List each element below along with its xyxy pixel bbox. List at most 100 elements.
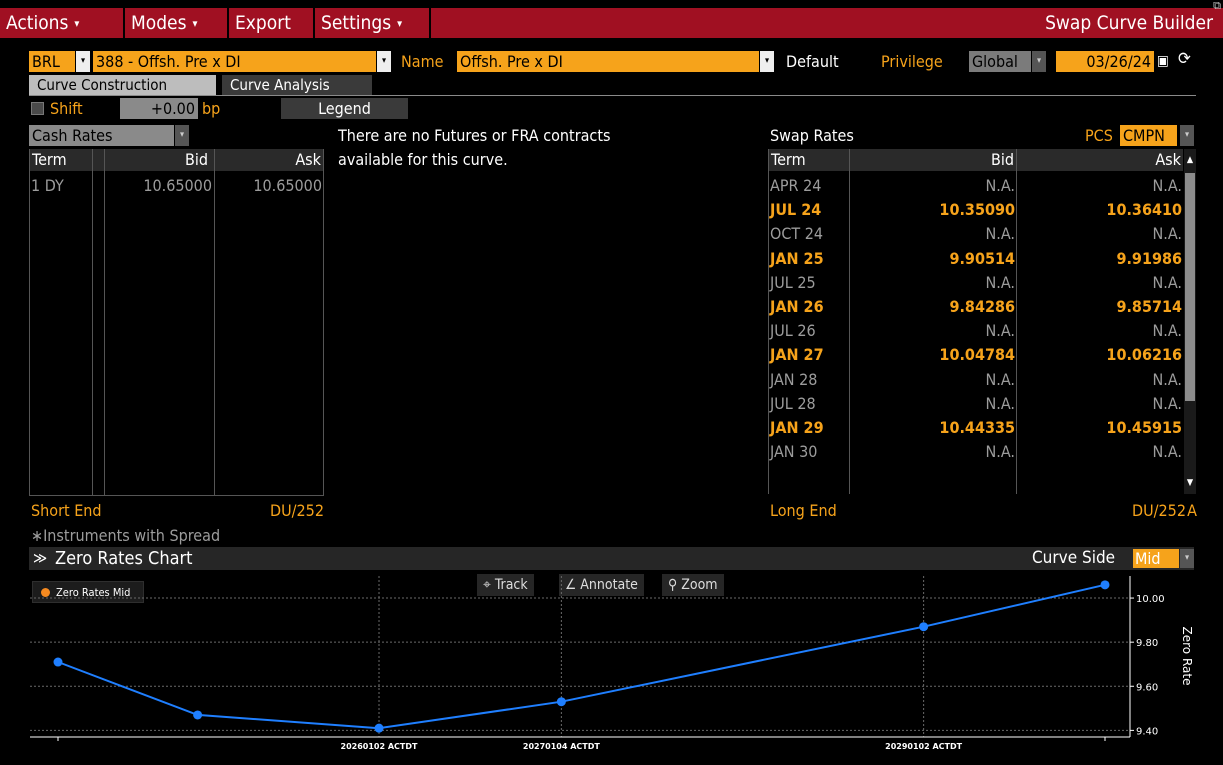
name-field[interactable]: Offsh. Pre x DI — [457, 51, 759, 72]
export-menu-label: Export — [235, 12, 291, 34]
name-dropdown-icon[interactable]: ▾ — [760, 51, 774, 72]
futures-message-line1: There are no Futures or FRA contracts — [338, 125, 610, 146]
swap-term: JAN 26 — [770, 295, 824, 319]
swap-bid: N.A. — [986, 222, 1015, 246]
tab-curve-analysis[interactable]: Curve Analysis — [222, 75, 372, 95]
tab-curve-construction[interactable]: Curve Construction — [29, 75, 216, 95]
collapse-icon[interactable]: ≫ — [33, 547, 47, 570]
cash-col-ask[interactable]: Ask — [295, 149, 321, 171]
pcs-field[interactable]: CMPN — [1120, 125, 1177, 146]
cash-rates-dropdown-icon[interactable]: ▾ — [175, 125, 189, 146]
data-point[interactable] — [193, 710, 202, 719]
swap-bid: 9.84286 — [949, 295, 1015, 319]
data-point[interactable] — [375, 724, 384, 733]
swap-ask: N.A. — [1153, 392, 1182, 416]
cash-rates-selector[interactable]: Cash Rates — [29, 125, 174, 146]
legend-button[interactable]: Legend — [281, 98, 408, 119]
pcs-label: PCS — [1085, 125, 1113, 146]
settings-menu-label: Settings — [321, 12, 391, 34]
swap-bid: N.A. — [986, 174, 1015, 198]
swap-ask: N.A. — [1153, 319, 1182, 343]
swap-col-divider — [1016, 149, 1017, 494]
swap-bid: 9.90514 — [949, 247, 1015, 271]
x-tick-label: 20260102 ACTDT — [341, 742, 418, 751]
swap-term: JUL 26 — [770, 319, 816, 343]
settings-menu[interactable]: Settings ▾ — [315, 8, 429, 38]
curve-side-label: Curve Side — [1032, 547, 1115, 570]
privilege-dropdown-icon[interactable]: ▾ — [1032, 51, 1046, 72]
x-tick-label: 20290102 ACTDT — [885, 742, 962, 751]
swap-col-term[interactable]: Term — [771, 149, 806, 171]
cash-grid-header: Term Bid Ask — [29, 149, 324, 171]
swap-col-ask[interactable]: Ask — [1155, 149, 1181, 171]
tab-divider — [29, 95, 1196, 96]
swap-bid: N.A. — [986, 271, 1015, 295]
swap-term: JUL 28 — [770, 392, 816, 416]
data-point[interactable] — [54, 658, 63, 667]
chevron-down-icon: ▾ — [397, 17, 402, 30]
swap-col-bid[interactable]: Bid — [991, 149, 1014, 171]
chevron-down-icon: ▾ — [74, 17, 79, 30]
zero-rates-chart[interactable]: 9.40 9.60 9.80 10.00 Zero Rate 20260102 ACTDT… — [0, 570, 1223, 765]
cash-col-divider — [92, 149, 93, 496]
data-point[interactable] — [919, 622, 928, 631]
swap-bid: N.A. — [986, 440, 1015, 464]
curve-side-field[interactable]: Mid — [1133, 549, 1179, 568]
calendar-icon[interactable]: ▣ — [1157, 51, 1169, 72]
swap-ask: N.A. — [1153, 174, 1182, 198]
scroll-down-icon[interactable]: ▼ — [1184, 472, 1196, 494]
modes-menu[interactable]: Modes ▾ — [125, 8, 227, 38]
swap-ask: 9.85714 — [1116, 295, 1182, 319]
swap-term: JAN 30 — [770, 440, 817, 464]
shift-value-field[interactable]: +0.00 — [120, 98, 198, 119]
curve-id-dropdown-icon[interactable]: ▾ — [377, 51, 391, 72]
curve-id-field[interactable]: 388 - Offsh. Pre x DI — [93, 51, 376, 72]
title-bar: Swap Curve Builder ⧉ — [431, 8, 1223, 38]
popout-icon[interactable]: ⧉ — [1213, 0, 1221, 13]
cash-col-term[interactable]: Term — [32, 149, 67, 171]
currency-dropdown-icon[interactable]: ▾ — [76, 51, 90, 72]
scrollbar-thumb[interactable] — [1185, 173, 1195, 401]
short-end-daycount[interactable]: DU/252 — [270, 500, 324, 521]
modes-menu-label: Modes — [131, 12, 187, 34]
export-menu[interactable]: Export — [229, 8, 313, 38]
shift-checkbox[interactable] — [31, 102, 44, 115]
swap-bid: 10.35090 — [939, 198, 1015, 222]
series-line-zero-rates-mid[interactable] — [58, 585, 1105, 728]
cash-col-divider — [214, 149, 215, 496]
default-label: Default — [786, 51, 839, 72]
swap-ask: N.A. — [1153, 368, 1182, 392]
swap-rates-title: Swap Rates — [770, 125, 854, 146]
name-label: Name — [401, 51, 443, 72]
chart-header: ≫ Zero Rates Chart Curve Side Mid ▾ — [29, 547, 1194, 570]
cash-col-divider — [323, 149, 324, 496]
cash-bid: 10.65000 — [143, 174, 212, 198]
pcs-dropdown-icon[interactable]: ▾ — [1180, 125, 1194, 146]
swap-ask: 10.36410 — [1106, 198, 1182, 222]
data-point[interactable] — [1101, 580, 1110, 589]
swap-ask: 9.91986 — [1116, 247, 1182, 271]
currency-field[interactable]: BRL — [29, 51, 75, 72]
curve-side-dropdown-icon[interactable]: ▾ — [1180, 549, 1194, 568]
swap-ask: N.A. — [1153, 440, 1182, 464]
data-point[interactable] — [557, 697, 566, 706]
long-end-daycount-suffix: A — [1187, 500, 1197, 521]
long-end-daycount[interactable]: DU/252 — [1132, 500, 1186, 521]
y-tick-label: 9.80 — [1136, 638, 1158, 649]
cash-col-bid[interactable]: Bid — [185, 149, 208, 171]
swap-scrollbar[interactable]: ▲ ▼ — [1184, 149, 1196, 494]
instruments-note: ∗Instruments with Spread — [31, 525, 220, 546]
swap-term: JUL 24 — [770, 198, 821, 222]
privilege-field[interactable]: Global — [969, 51, 1031, 72]
swap-ask: N.A. — [1153, 271, 1182, 295]
scroll-up-icon[interactable]: ▲ — [1184, 149, 1196, 171]
refresh-icon[interactable]: ⟳ — [1178, 49, 1191, 70]
swap-ask: 10.45915 — [1106, 416, 1182, 440]
swap-bid: N.A. — [986, 319, 1015, 343]
chart-title: Zero Rates Chart — [55, 547, 193, 570]
shift-label: Shift — [50, 98, 83, 119]
curve-date-field[interactable]: 03/26/24 — [1056, 51, 1154, 72]
menu-bar: Actions ▾ Modes ▾ Export Settings ▾ Swap Cu… — [0, 0, 1223, 38]
swap-term: APR 24 — [770, 174, 821, 198]
actions-menu[interactable]: Actions ▾ — [0, 8, 123, 38]
